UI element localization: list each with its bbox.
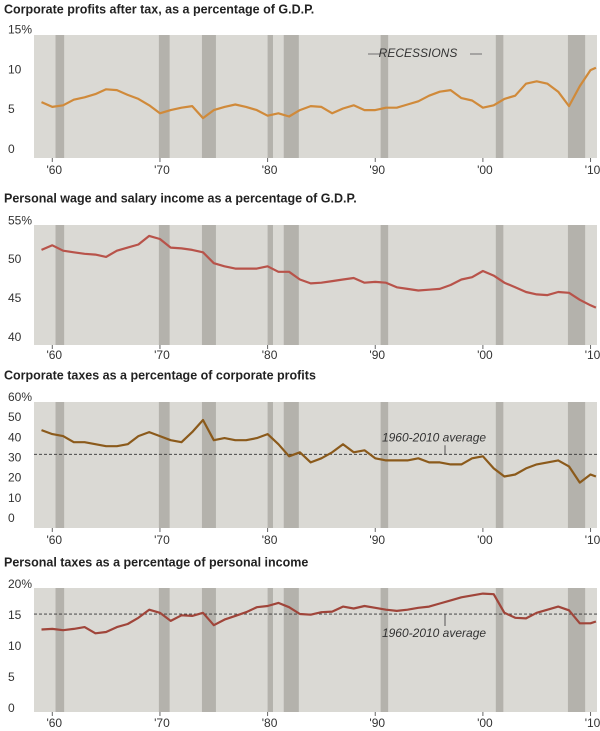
recession-band (495, 402, 504, 528)
recession-band (267, 402, 273, 528)
recession-band (158, 588, 170, 712)
recession-band (495, 588, 504, 712)
x-tick-label: '10 (585, 163, 600, 177)
recession-band (55, 35, 65, 158)
x-tick-label: '70 (154, 716, 170, 730)
chart-title: Personal wage and salary income as a per… (4, 191, 357, 205)
recession-band (380, 225, 389, 345)
y-tick-label: 10 (8, 62, 22, 76)
recession-band (267, 588, 273, 712)
recession-band (267, 35, 273, 158)
x-tick-label: '90 (369, 348, 385, 362)
y-tick-label: 40 (8, 330, 22, 344)
plot-background (34, 588, 597, 712)
y-tick-label: 45 (8, 291, 22, 305)
x-tick-label: '70 (154, 163, 170, 177)
recession-band (201, 588, 216, 712)
recession-band (495, 225, 504, 345)
y-tick-label: 0 (8, 511, 15, 525)
recession-band (495, 35, 504, 158)
recession-band (380, 402, 389, 528)
x-tick-label: '70 (154, 533, 170, 547)
plot-background (34, 402, 597, 528)
y-tick-label: 0 (8, 142, 15, 156)
recession-band (158, 402, 170, 528)
x-tick-label: '00 (477, 533, 493, 547)
data-line (41, 66, 597, 120)
average-label: 1960-2010 average (382, 430, 486, 444)
x-tick-label: '00 (477, 716, 493, 730)
y-tick-label: 10 (8, 639, 22, 653)
x-tick-label: '90 (369, 533, 385, 547)
y-tick-label: 5 (8, 102, 15, 116)
y-tick-label: 0 (8, 701, 15, 715)
recession-band (283, 588, 299, 712)
chart-title: Corporate profits after tax, as a percen… (4, 2, 314, 16)
y-tick-label: 5 (8, 670, 15, 684)
recession-band (283, 35, 299, 158)
recession-band (283, 402, 299, 528)
recession-band (567, 225, 586, 345)
average-label: 1960-2010 average (382, 626, 486, 640)
recession-band (567, 588, 586, 712)
y-tick-label: 40 (8, 430, 22, 444)
x-tick-label: '60 (46, 716, 62, 730)
x-tick-label: '60 (46, 348, 62, 362)
recession-band (55, 402, 65, 528)
x-tick-label: '10 (585, 716, 600, 730)
recession-band (380, 35, 389, 158)
x-tick-label: '70 (154, 348, 170, 362)
y-tick-label: 50 (8, 410, 22, 424)
x-tick-label: '80 (262, 533, 278, 547)
chart-title: Personal taxes as a percentage of person… (4, 555, 308, 569)
x-tick-label: '10 (585, 348, 600, 362)
recession-band (55, 588, 65, 712)
x-tick-label: '80 (262, 348, 278, 362)
y-tick-label: 15 (8, 608, 22, 622)
y-tick-label: 55% (8, 213, 32, 227)
y-tick-label: 20 (8, 471, 22, 485)
recession-band (267, 225, 273, 345)
recession-band (380, 588, 389, 712)
x-tick-label: '00 (477, 163, 493, 177)
data-line (41, 592, 597, 635)
chart-title: Corporate taxes as a percentage of corpo… (4, 368, 316, 382)
data-line (41, 234, 597, 309)
x-tick-label: '60 (46, 533, 62, 547)
recession-band (567, 402, 586, 528)
y-tick-label: 30 (8, 451, 22, 465)
x-tick-label: '60 (46, 163, 62, 177)
x-tick-label: '90 (369, 163, 385, 177)
recession-band (567, 35, 586, 158)
x-tick-label: '80 (262, 716, 278, 730)
data-line (41, 418, 597, 484)
recession-band (158, 35, 170, 158)
recession-band (55, 225, 65, 345)
recession-band (201, 402, 216, 528)
x-tick-label: '10 (585, 533, 600, 547)
recession-band (201, 225, 216, 345)
y-tick-label: 15% (8, 22, 32, 36)
recession-band (201, 35, 216, 158)
x-tick-label: '80 (262, 163, 278, 177)
annotation: RECESSIONS (379, 46, 458, 60)
y-tick-label: 20% (8, 577, 32, 591)
recession-band (283, 225, 299, 345)
y-tick-label: 10 (8, 491, 22, 505)
recession-band (158, 225, 170, 345)
y-tick-label: 60% (8, 390, 32, 404)
y-tick-label: 50 (8, 252, 22, 266)
x-tick-label: '90 (369, 716, 385, 730)
x-tick-label: '00 (477, 348, 493, 362)
